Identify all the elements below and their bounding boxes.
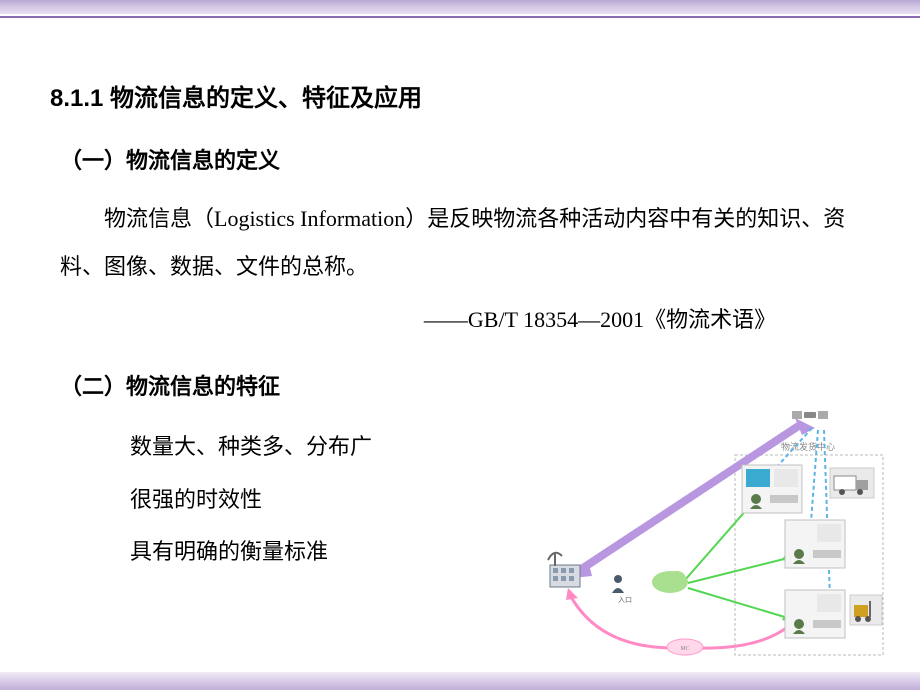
center-label: 物流发货中心 [781, 441, 835, 452]
edge-green [688, 558, 788, 583]
panel-box-icon [785, 520, 845, 568]
logistics-network-diagram: 物流发货中心 入口 [530, 400, 890, 660]
part1-citation: ——GB/T 18354—2001《物流术语》 [330, 302, 870, 334]
panel-box-icon [785, 590, 845, 638]
label-small: 入口 [618, 596, 632, 604]
panel-box-icon [742, 465, 802, 513]
edge-green [685, 508, 748, 580]
building-icon [550, 565, 580, 587]
bottom-decorative-band [0, 672, 920, 690]
edge-green [688, 588, 788, 618]
section-title: 8.1.1 物流信息的定义、特征及应用 [50, 78, 870, 113]
part1-heading: （一）物流信息的定义 [60, 143, 870, 175]
person-icon [612, 575, 624, 593]
svg-text:MC: MC [680, 646, 689, 652]
arrowhead-pink-icon [566, 588, 578, 600]
part1-paragraph: 物流信息（Logistics Information）是反映物流各种活动内容中有… [60, 195, 870, 292]
edge-pink [695, 625, 790, 648]
part2-heading: （二）物流信息的特征 [60, 369, 870, 401]
ellipse-node-icon: MC [667, 639, 703, 655]
top-decorative-band [0, 0, 920, 14]
truck-icon [830, 468, 874, 498]
forklift-icon [850, 595, 882, 625]
satellite-icon [792, 411, 828, 419]
antenna-icon [548, 553, 562, 566]
cloud-icon [652, 571, 688, 593]
